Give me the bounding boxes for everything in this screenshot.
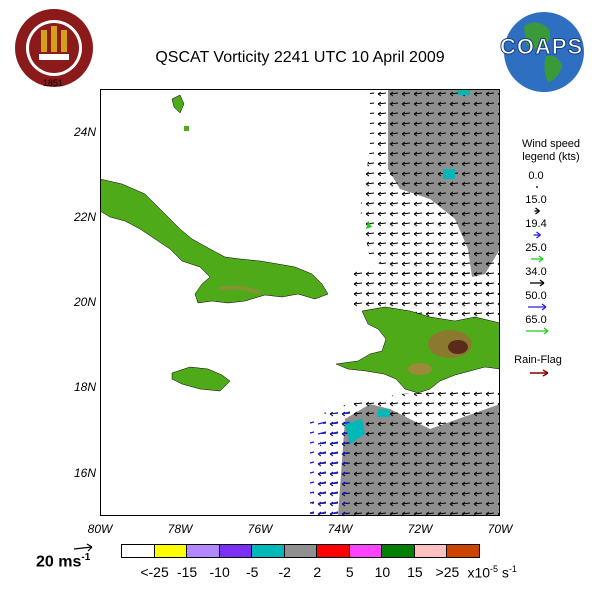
lon-label-72w: 72W xyxy=(407,522,433,536)
color-bar-tick-label: -5 xyxy=(245,564,259,580)
wind-legend-speed-label: 65.0 xyxy=(525,314,547,326)
hispaniola-terrain-south xyxy=(408,363,432,375)
color-bar-tick-label: 5 xyxy=(345,564,354,580)
color-bar-swatch xyxy=(283,544,318,558)
lat-label-20n: 20N xyxy=(73,295,96,309)
lon-label-76w: 76W xyxy=(247,522,273,536)
coaps-wordmark: COAPS xyxy=(499,34,584,60)
wind-legend-arrow-icon xyxy=(530,279,545,287)
wind-legend-speed-label: 0.0 xyxy=(528,170,544,182)
map-border xyxy=(100,89,500,516)
lon-label-80w: 80W xyxy=(87,522,113,536)
lat-label-22n: 22N xyxy=(73,210,96,224)
color-bar-tick-label: 10 xyxy=(374,564,391,580)
wind-legend-arrow-icon xyxy=(526,327,549,335)
green-vector-marker xyxy=(366,221,372,229)
globe-icon xyxy=(504,12,584,92)
lon-label-70w: 70W xyxy=(487,522,513,536)
reference-vector-arrow-icon xyxy=(73,543,93,552)
vorticity-patch xyxy=(443,169,455,179)
rain-flag-arrow-icon xyxy=(530,369,549,377)
wind-legend-speed-label: 25.0 xyxy=(525,242,547,254)
color-bar-tick-label: -10 xyxy=(209,564,230,580)
lat-label-18n: 18N xyxy=(73,380,96,394)
map-title: QSCAT Vorticity 2241 UTC 10 April 2009 xyxy=(155,49,445,66)
color-bar-tick-label: -15 xyxy=(176,564,198,580)
wind-legend-arrow-icon xyxy=(533,231,541,239)
cuba-island xyxy=(100,178,329,304)
wind-legend-speed-label: 15.0 xyxy=(525,194,547,206)
color-bar-tick-label: >25 xyxy=(435,564,460,580)
vorticity-map xyxy=(100,89,500,516)
wind-legend-speed-label: 50.0 xyxy=(525,290,547,302)
lon-label-78w: 78W xyxy=(167,522,193,536)
hispaniola-island xyxy=(335,306,500,394)
hispaniola-terrain-peak xyxy=(448,340,468,354)
rain-flag-label: Rain-Flag xyxy=(514,354,562,366)
vorticity-patch xyxy=(378,409,390,417)
wind-legend-arrow-icon xyxy=(531,255,544,263)
color-bar-swatch xyxy=(446,544,481,558)
jamaica-island xyxy=(171,366,231,392)
wind-legend-speed-label: 34.0 xyxy=(525,266,547,278)
lat-label-24n: 24N xyxy=(73,125,96,139)
wind-legend-title-line2: legend (kts) xyxy=(522,151,580,163)
wind-legend-arrow-icon xyxy=(528,303,547,311)
wind-legend-title-line1: Wind speed xyxy=(521,138,581,150)
color-bar-tick-label: -2 xyxy=(278,564,291,580)
color-bar-swatch xyxy=(186,544,220,558)
color-bar-swatch xyxy=(121,544,155,558)
wind-legend-arrow-icon xyxy=(534,207,540,215)
color-bar-labels: <-25 -15 -10 -5 -2 2 5 10 15 >25 x10-5 s-1 xyxy=(122,564,522,584)
wind-legend-arrow-icon xyxy=(536,186,538,188)
bahamas-island xyxy=(171,94,185,114)
color-bar-swatch xyxy=(153,544,188,558)
lon-label-74w: 74W xyxy=(327,522,353,536)
reference-vector-exponent: -1 xyxy=(81,552,91,563)
color-bar-tick-label: 15 xyxy=(407,564,423,580)
color-bar-swatch xyxy=(381,544,415,558)
vorticity-patch xyxy=(345,419,365,444)
south-swath-blue-vectors xyxy=(310,409,350,516)
cuba-terrain-highlight xyxy=(219,285,261,295)
north-swath-wind-vectors xyxy=(360,89,500,304)
color-bar-units: x10-5 s-1 xyxy=(467,564,517,581)
small-island xyxy=(184,126,189,131)
color-bar-swatch xyxy=(348,544,383,558)
coaps-logo: COAPS xyxy=(496,8,592,98)
vorticity-patch xyxy=(458,89,470,95)
color-bar-swatch xyxy=(413,544,448,558)
vorticity-color-bar xyxy=(121,544,481,558)
color-bar-tick-label: 2 xyxy=(313,564,322,580)
reference-vector-label: 20 ms-1 xyxy=(36,552,90,571)
wind-legend-title: Wind speed legend (kts) xyxy=(503,138,599,164)
fsu-seal-logo xyxy=(15,9,93,87)
color-bar-swatch xyxy=(251,544,285,558)
color-bar-swatch xyxy=(316,544,350,558)
color-bar-tick-label: <-25 xyxy=(140,564,169,580)
reference-vector-text: 20 ms xyxy=(36,553,82,571)
fsu-year: 1851 xyxy=(43,78,64,88)
color-bar-swatch xyxy=(218,544,253,558)
lat-label-16n: 16N xyxy=(73,466,96,480)
wind-legend-speed-label: 19.4 xyxy=(525,218,547,230)
